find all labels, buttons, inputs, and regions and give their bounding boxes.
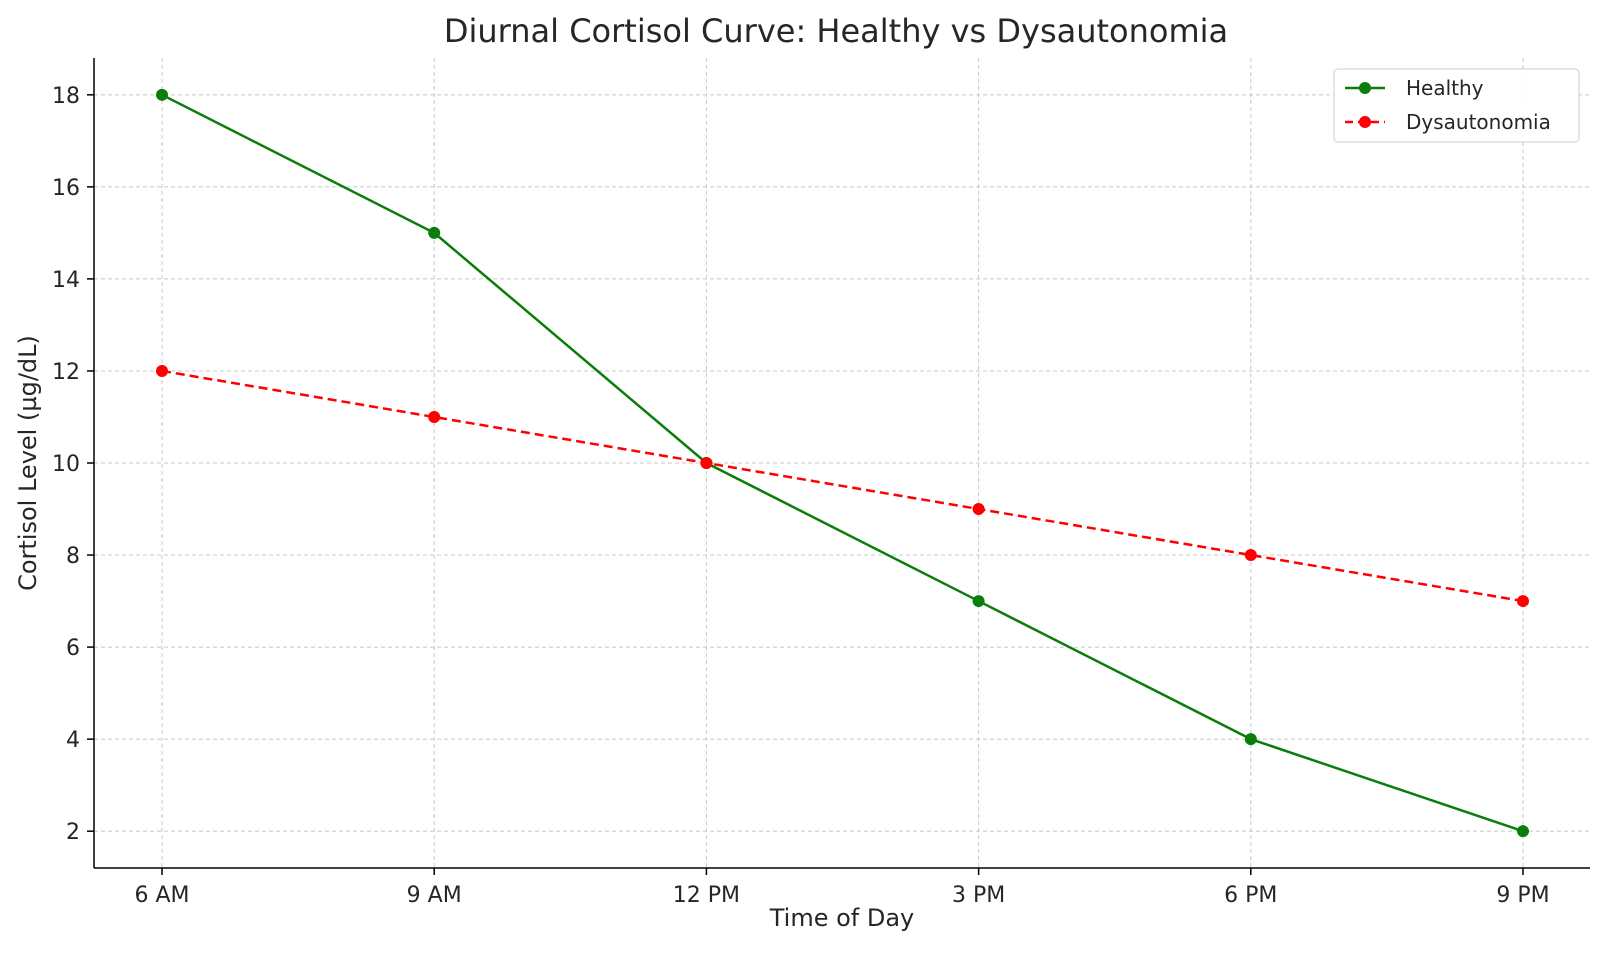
legend-box (1333, 68, 1580, 143)
data-point-dysautonomia (972, 503, 985, 516)
x-tick-label: 9 AM (407, 883, 462, 908)
data-point-dysautonomia (428, 410, 441, 423)
series-layer (156, 88, 1529, 838)
x-tick-label: 6 AM (134, 883, 189, 908)
x-ticks: 6 AM 9 AM 12 PM 3 PM 6 PM 9 PM (134, 868, 1550, 908)
data-point-dysautonomia (700, 457, 713, 469)
y-tick-label: 18 (52, 84, 80, 109)
series-line-dysautonomia (161, 369, 1524, 603)
grid (94, 58, 1590, 868)
series-line-healthy (161, 93, 1524, 833)
x-axis-label: Time of Day (769, 904, 915, 932)
x-tick-label: 12 PM (673, 883, 740, 908)
y-ticks: 2 4 6 8 10 12 14 16 18 (52, 84, 94, 845)
data-point-healthy (156, 88, 168, 101)
y-tick-label: 10 (52, 452, 80, 477)
legend: Healthy Dysautonomia (1333, 68, 1580, 143)
y-tick-label: 4 (66, 728, 80, 753)
legend-label-healthy: Healthy (1406, 76, 1484, 100)
legend-marker-dysautonomia (1359, 116, 1371, 128)
data-point-dysautonomia (1517, 595, 1529, 608)
y-tick-label: 16 (52, 176, 80, 201)
y-tick-label: 8 (66, 544, 80, 569)
y-tick-label: 14 (52, 268, 80, 293)
data-point-healthy (428, 226, 441, 239)
data-point-healthy (972, 595, 985, 608)
y-tick-label: 2 (66, 820, 80, 845)
x-tick-label: 9 PM (1496, 883, 1549, 908)
data-point-healthy (1244, 733, 1257, 746)
x-tick-label: 6 PM (1224, 883, 1277, 908)
legend-marker-healthy (1359, 82, 1371, 94)
y-axis-label: Cortisol Level (µg/dL) (14, 335, 42, 591)
legend-label-dysautonomia: Dysautonomia (1406, 110, 1551, 134)
data-point-dysautonomia (1244, 549, 1257, 562)
data-point-dysautonomia (156, 364, 168, 377)
y-tick-label: 6 (66, 636, 80, 661)
data-point-healthy (1517, 825, 1529, 838)
y-tick-label: 12 (52, 360, 80, 385)
chart-title: Diurnal Cortisol Curve: Healthy vs Dysau… (444, 12, 1228, 50)
series-dysautonomia (156, 364, 1529, 608)
x-tick-label: 3 PM (952, 883, 1005, 908)
